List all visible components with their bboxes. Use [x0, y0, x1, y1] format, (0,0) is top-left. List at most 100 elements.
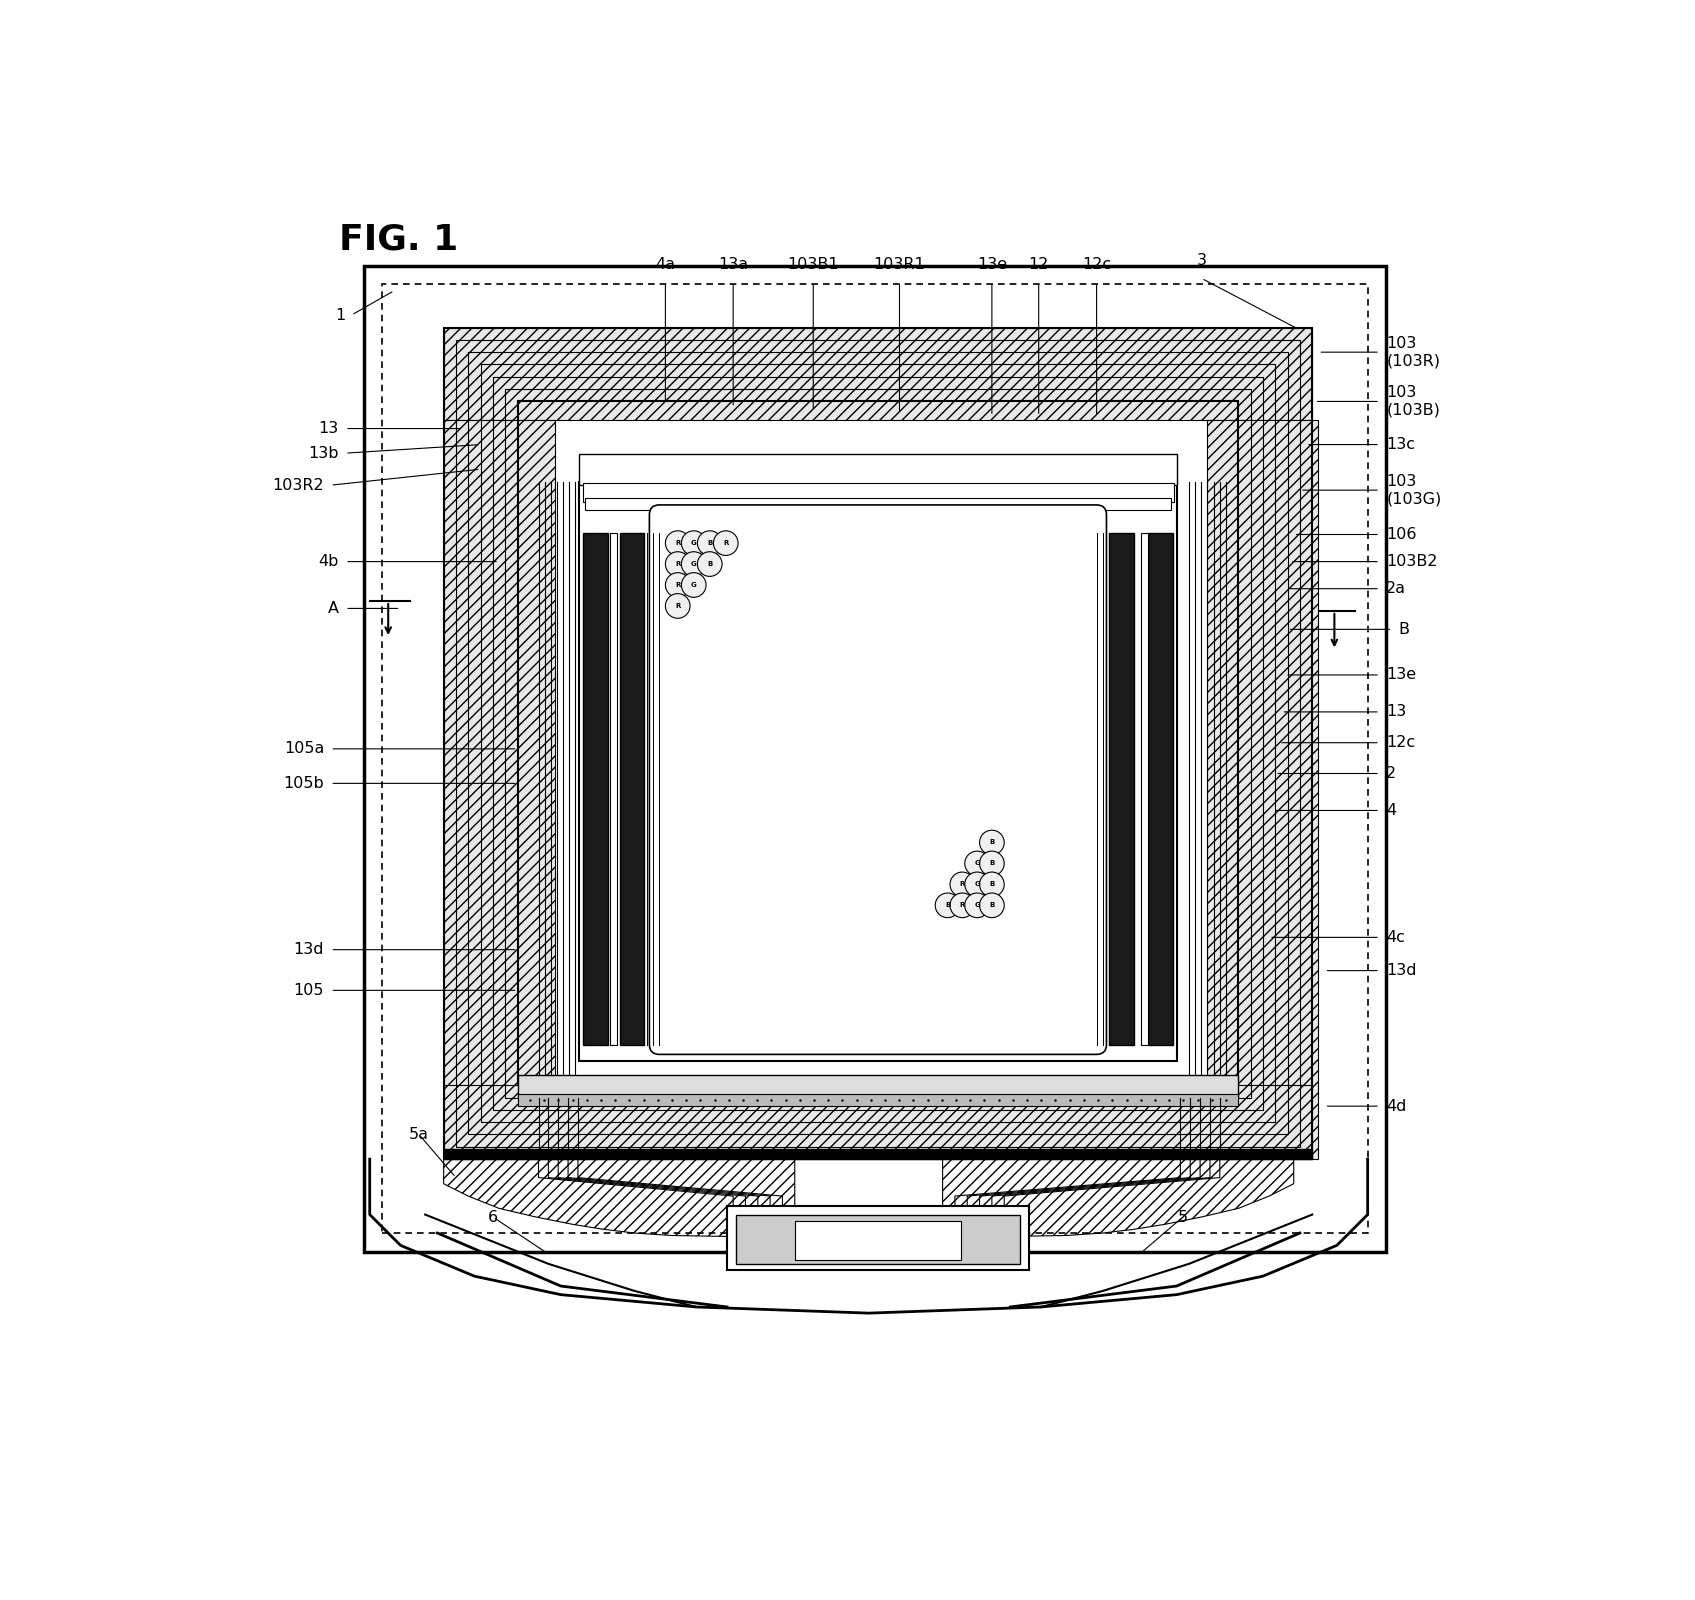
Circle shape	[681, 573, 707, 597]
Circle shape	[666, 552, 690, 576]
Circle shape	[936, 893, 959, 918]
Text: B: B	[990, 902, 995, 909]
Text: 106: 106	[1387, 526, 1417, 542]
Text: 4c: 4c	[1387, 930, 1405, 946]
FancyBboxPatch shape	[649, 506, 1107, 1054]
Bar	[444, 328, 1312, 419]
Text: 103R2: 103R2	[273, 478, 324, 493]
Bar	[1109, 533, 1134, 1045]
Bar	[1148, 533, 1173, 1045]
Circle shape	[681, 531, 707, 555]
Text: B: B	[990, 840, 995, 845]
Circle shape	[949, 872, 975, 896]
Circle shape	[980, 872, 1003, 896]
Text: G: G	[975, 902, 980, 909]
Text: R: R	[675, 541, 680, 546]
Text: 3: 3	[1197, 253, 1207, 269]
Text: 103
(103R): 103 (103R)	[1387, 336, 1441, 368]
Bar	[583, 533, 607, 1045]
Text: 105L: 105L	[710, 939, 751, 954]
Bar	[795, 1221, 961, 1261]
Text: G: G	[975, 882, 980, 888]
Text: G: G	[692, 541, 697, 546]
Circle shape	[964, 872, 990, 896]
Text: 5a: 5a	[408, 1126, 429, 1142]
Text: 105b: 105b	[283, 776, 324, 790]
Bar	[363, 266, 1387, 1251]
Text: 103B1: 103B1	[788, 258, 839, 272]
Bar	[381, 285, 1368, 1234]
Bar	[1141, 533, 1148, 1045]
Text: 105: 105	[920, 589, 951, 603]
Circle shape	[964, 893, 990, 918]
Circle shape	[980, 851, 1003, 875]
Text: 13a: 13a	[719, 258, 747, 272]
Bar	[444, 419, 554, 1158]
Text: 105b: 105b	[907, 699, 948, 715]
Circle shape	[681, 552, 707, 576]
Circle shape	[697, 552, 722, 576]
Text: R: R	[959, 882, 964, 888]
Bar	[505, 389, 1251, 1098]
Text: A: A	[327, 602, 339, 616]
Bar	[736, 1214, 1020, 1264]
Text: R: R	[675, 562, 680, 566]
Text: 12c: 12c	[1387, 736, 1415, 750]
Text: 103G1: 103G1	[880, 554, 932, 570]
Text: 4d: 4d	[1387, 1099, 1407, 1114]
Text: R: R	[959, 902, 964, 909]
Bar	[585, 498, 1171, 510]
Bar	[610, 533, 617, 1045]
Circle shape	[949, 893, 975, 918]
Text: 13b: 13b	[308, 446, 339, 461]
Text: FIG. 1: FIG. 1	[339, 222, 458, 256]
Text: 4b: 4b	[319, 554, 339, 570]
Text: G: G	[692, 582, 697, 589]
Text: 13e: 13e	[1387, 667, 1417, 683]
Bar	[580, 454, 1176, 485]
Circle shape	[697, 531, 722, 555]
Text: R: R	[675, 582, 680, 589]
Text: 12c: 12c	[1081, 258, 1112, 272]
Circle shape	[666, 594, 690, 618]
Text: 13e: 13e	[976, 258, 1007, 272]
Bar	[444, 1149, 1312, 1158]
Text: 13: 13	[319, 421, 339, 437]
Text: 4: 4	[1387, 803, 1397, 818]
Bar	[583, 483, 1175, 502]
Text: 103
(103G): 103 (103G)	[1387, 474, 1441, 506]
Text: B: B	[990, 861, 995, 867]
Text: 103B2: 103B2	[1387, 554, 1437, 570]
Circle shape	[980, 893, 1003, 918]
Text: 13d: 13d	[293, 942, 324, 957]
Text: G: G	[692, 562, 697, 566]
Text: R: R	[724, 541, 729, 546]
Text: G: G	[975, 861, 980, 867]
Bar	[444, 1085, 1312, 1158]
Bar	[456, 339, 1300, 1147]
Text: B: B	[707, 541, 712, 546]
Text: 1: 1	[336, 307, 346, 323]
Bar	[468, 352, 1288, 1134]
Text: 103R1: 103R1	[873, 258, 925, 272]
Text: 6: 6	[488, 1210, 498, 1224]
Bar	[444, 328, 1312, 1158]
Text: 4a: 4a	[656, 258, 675, 272]
Text: 105a: 105a	[283, 741, 324, 757]
Circle shape	[666, 573, 690, 597]
Text: B: B	[707, 562, 712, 566]
Text: B: B	[1398, 622, 1410, 637]
Bar	[517, 1075, 1239, 1098]
Bar	[580, 482, 1176, 1061]
Bar	[727, 1206, 1029, 1270]
Text: B: B	[990, 882, 995, 888]
Text: 2a: 2a	[1387, 581, 1407, 597]
Bar	[517, 1094, 1239, 1106]
Text: 105: 105	[293, 982, 324, 998]
Text: 12: 12	[1029, 258, 1049, 272]
Bar	[620, 533, 644, 1045]
Text: B: B	[944, 902, 951, 909]
Text: 13d: 13d	[1387, 963, 1417, 978]
Bar	[1207, 419, 1319, 1158]
Text: 13: 13	[1387, 704, 1407, 720]
